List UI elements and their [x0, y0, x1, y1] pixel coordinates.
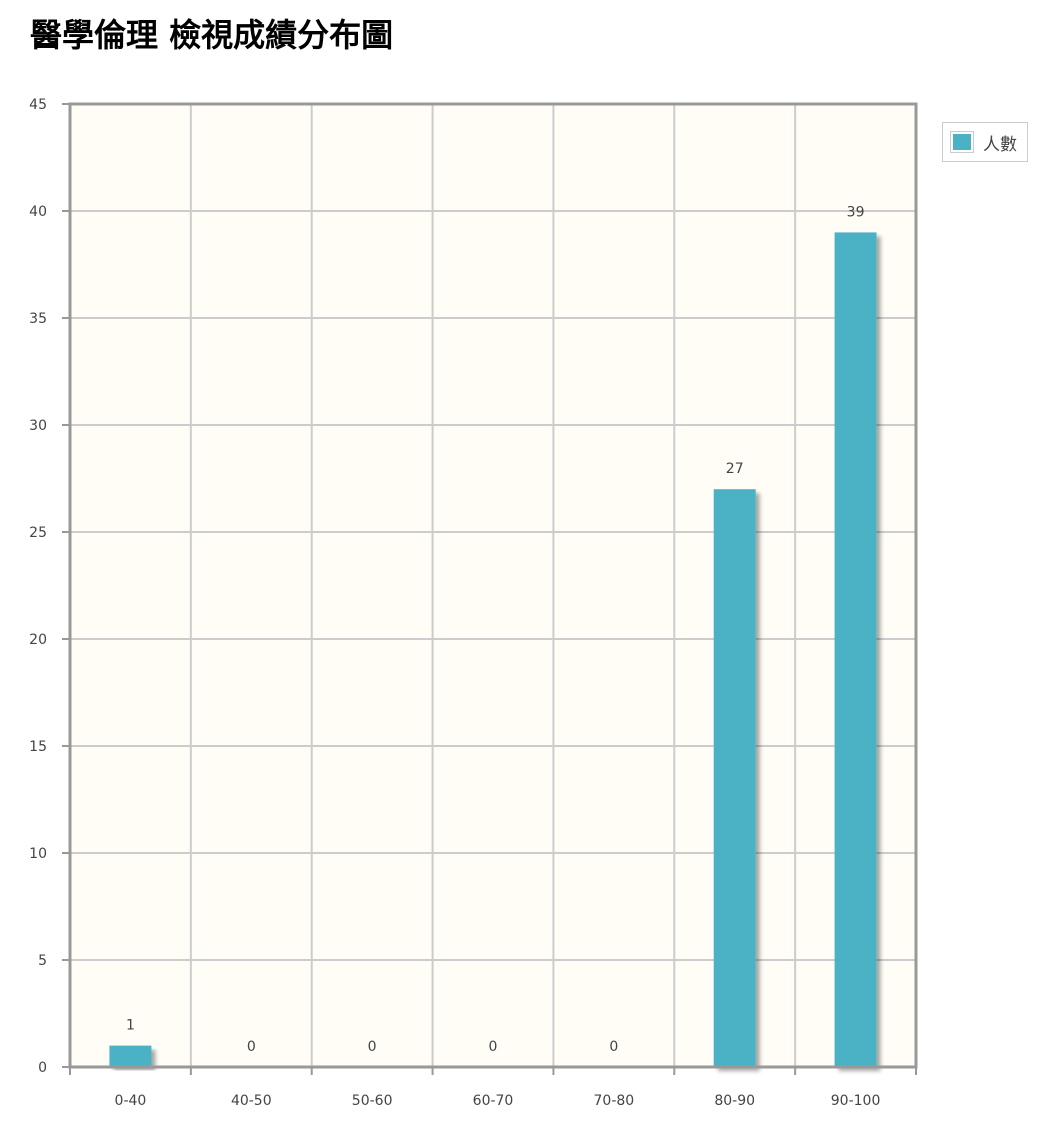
legend-swatch [950, 131, 974, 153]
y-axis: 0 5 10 15 20 25 30 35 40 45 [29, 97, 70, 1076]
x-tick-label: 80-90 [714, 1093, 755, 1109]
bars [109, 232, 877, 1067]
y-tick-label: 0 [38, 1060, 47, 1076]
plot-area [70, 104, 916, 1067]
legend: 人數 [942, 122, 1028, 162]
y-tick-label: 35 [29, 311, 47, 327]
x-tick-label: 70-80 [594, 1093, 635, 1109]
y-tick-label: 25 [29, 525, 47, 541]
y-tick-label: 15 [29, 739, 47, 755]
data-label-70-80: 0 [609, 1039, 618, 1055]
legend-label: 人數 [983, 134, 1017, 155]
bar-90-100 [834, 232, 877, 1067]
page-title: 醫學倫理 檢視成績分布圖 [30, 16, 394, 54]
x-tick-label: 40-50 [231, 1093, 272, 1109]
data-label-80-90: 27 [726, 461, 744, 477]
y-tick-label: 40 [29, 204, 47, 220]
y-tick-label: 5 [38, 953, 47, 969]
y-tick-label: 45 [29, 97, 47, 113]
data-label-60-70: 0 [489, 1039, 498, 1055]
data-label-40-50: 0 [247, 1039, 256, 1055]
data-label-0-40: 1 [126, 1018, 135, 1034]
bar-80-90 [713, 489, 756, 1067]
data-labels: 1 0 0 0 0 27 39 [126, 204, 865, 1055]
x-tick-label: 60-70 [473, 1093, 514, 1109]
plot-border [68, 102, 918, 1069]
x-tick-label: 0-40 [115, 1093, 147, 1109]
x-tick-label: 90-100 [831, 1093, 881, 1109]
x-axis: 0-40 40-50 50-60 60-70 70-80 80-90 90-100 [69, 1067, 917, 1109]
y-tick-label: 20 [29, 632, 47, 648]
data-label-50-60: 0 [368, 1039, 377, 1055]
y-tick-label: 30 [29, 418, 47, 434]
x-tick-label: 50-60 [352, 1093, 393, 1109]
bar-0-40 [109, 1045, 152, 1067]
y-tick-label: 10 [29, 846, 47, 862]
data-label-90-100: 39 [847, 204, 865, 220]
